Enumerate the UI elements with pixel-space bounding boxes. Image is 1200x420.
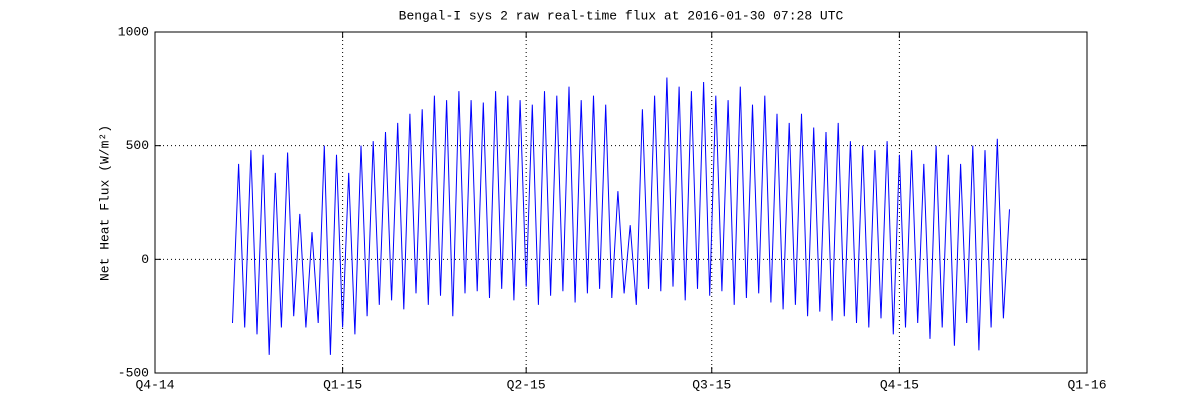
y-tick-label: 500 <box>126 138 149 153</box>
x-tick-label: Q1-16 <box>1067 377 1106 392</box>
y-tick-label: -500 <box>118 365 149 380</box>
y-tick-label: 0 <box>141 252 149 267</box>
x-tick-label: Q2-15 <box>507 377 546 392</box>
plot-frame <box>154 31 1088 374</box>
x-tick-label: Q4-15 <box>880 377 919 392</box>
chart-title: Bengal-I sys 2 raw real-time flux at 201… <box>399 8 844 23</box>
x-tick-label: Q1-15 <box>323 377 362 392</box>
x-tick-label: Q3-15 <box>692 377 731 392</box>
data-line <box>232 77 1010 355</box>
y-axis-label: Net Heat Flux (W/m²) <box>97 125 112 281</box>
y-tick-label: 1000 <box>118 24 149 39</box>
x-tick-label: Q4-14 <box>135 377 174 392</box>
